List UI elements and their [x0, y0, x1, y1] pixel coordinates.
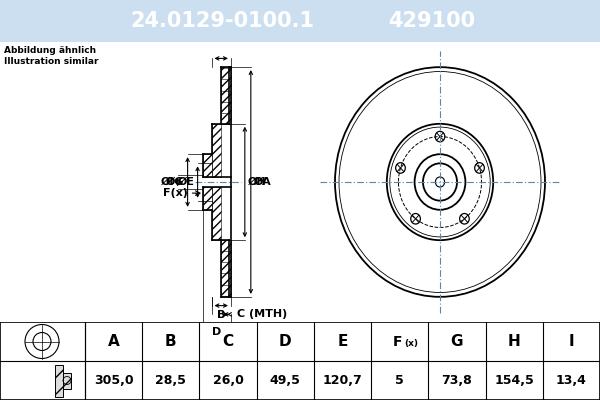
Text: 154,5: 154,5 — [494, 374, 534, 387]
Text: ØE: ØE — [178, 177, 194, 187]
Text: H: H — [508, 334, 521, 349]
Bar — [221, 240, 231, 297]
Text: C: C — [223, 334, 233, 349]
Text: 49,5: 49,5 — [270, 374, 301, 387]
Bar — [63, 372, 71, 388]
Bar — [221, 67, 231, 124]
Text: B: B — [217, 310, 226, 320]
Text: G: G — [451, 334, 463, 349]
Text: 28,5: 28,5 — [155, 374, 186, 387]
Text: 13,4: 13,4 — [556, 374, 587, 387]
Text: 5: 5 — [395, 374, 404, 387]
Text: B: B — [165, 334, 176, 349]
Text: D: D — [212, 328, 221, 338]
Text: D: D — [279, 334, 292, 349]
Text: (x): (x) — [405, 339, 419, 348]
Text: 73,8: 73,8 — [442, 374, 472, 387]
Text: C (MTH): C (MTH) — [237, 309, 287, 319]
Bar — [212, 124, 221, 177]
Text: F(x): F(x) — [163, 188, 188, 198]
Text: E: E — [337, 334, 347, 349]
Text: ØG: ØG — [166, 177, 185, 187]
Bar — [212, 187, 221, 240]
Text: 120,7: 120,7 — [323, 374, 362, 387]
Text: I: I — [569, 334, 574, 349]
Text: ØA: ØA — [254, 177, 272, 187]
Text: F: F — [393, 334, 403, 348]
Text: 24.0129-0100.1: 24.0129-0100.1 — [130, 11, 314, 31]
Text: Abbildung ähnlich: Abbildung ähnlich — [4, 46, 96, 55]
Text: ØI: ØI — [161, 177, 175, 187]
Text: 26,0: 26,0 — [212, 374, 244, 387]
Text: 305,0: 305,0 — [94, 374, 133, 387]
Bar — [203, 187, 212, 210]
Text: ØH: ØH — [248, 177, 266, 187]
Text: Illustration similar: Illustration similar — [4, 57, 98, 66]
Bar — [203, 154, 212, 177]
Text: A: A — [108, 334, 119, 349]
Bar — [55, 364, 63, 396]
Text: 429100: 429100 — [388, 11, 476, 31]
